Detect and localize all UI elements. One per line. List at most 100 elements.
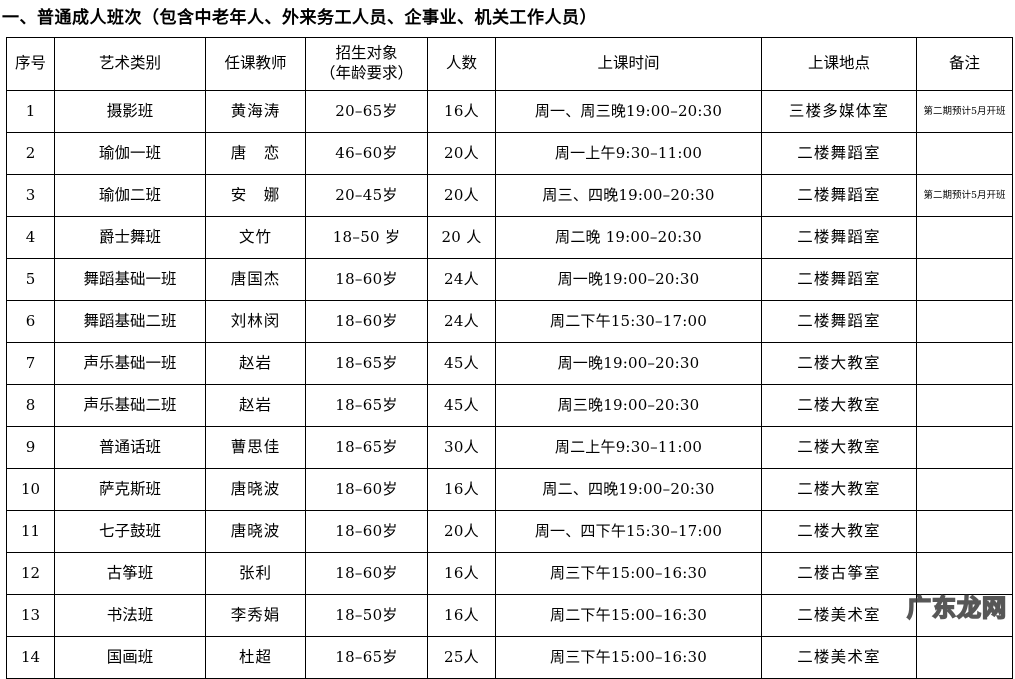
cell-teacher: 蓸思佳 [205,425,306,469]
cell-count: 16人 [427,551,496,595]
cell-place: 二楼大教室 [761,425,917,469]
column-header-place-label: 上课地点 [807,54,870,73]
column-header-place: 上课地点 [761,36,917,91]
table-row: 9 普通话班 蓸思佳 18–65岁 30人 周二上午9:30–11:00 二楼大教室 [6,425,1013,469]
cell-count: 24人 [427,299,496,343]
cell-time: 周三、四晚19:00–20:30 [495,173,762,217]
cell-time: 周一、四下午15:30–17:00 [495,509,762,553]
cell-remark: 第二期预计5月开班 [916,89,1013,133]
cell-remark [916,257,1013,301]
cell-category: 瑜伽二班 [54,173,206,217]
cell-place: 二楼古筝室 [761,551,917,595]
cell-age: 18–65岁 [305,425,428,469]
cell-teacher: 刘林闵 [205,299,306,343]
cell-teacher: 杜超 [205,635,306,679]
cell-teacher: 安 娜 [205,173,306,217]
cell-category: 瑜伽一班 [54,131,206,175]
cell-age: 18–60岁 [305,467,428,511]
cell-index: 6 [6,299,55,343]
cell-remark [916,215,1013,259]
cell-remark [916,635,1013,679]
cell-index: 14 [6,635,55,679]
cell-count: 45人 [427,341,496,385]
cell-place: 二楼舞蹈室 [761,173,917,217]
cell-index: 9 [6,425,55,469]
cell-count: 16人 [427,467,496,511]
cell-age: 18–60岁 [305,509,428,553]
cell-index: 7 [6,341,55,385]
cell-age: 20–45岁 [305,173,428,217]
cell-remark [916,593,1013,637]
cell-age: 18–60岁 [305,551,428,595]
cell-count: 16人 [427,593,496,637]
column-header-index: 序号 [6,36,55,91]
cell-index: 10 [6,467,55,511]
column-header-age: 招生对象 （年龄要求） [305,36,428,91]
cell-time: 周一上午9:30–11:00 [495,131,762,175]
cell-time: 周二晚 19:00–20:30 [495,215,762,259]
table-header: 序号 艺术类别 任课教师 招生对象 （年龄要求） 人数 上课时间 [6,36,1013,91]
column-header-remark-label: 备注 [948,54,980,73]
course-schedule-table: 序号 艺术类别 任课教师 招生对象 （年龄要求） 人数 上课时间 [6,36,1013,679]
cell-teacher: 唐晓波 [205,467,306,511]
column-header-time: 上课时间 [495,36,762,91]
column-header-count: 人数 [427,36,496,91]
cell-category: 古筝班 [54,551,206,595]
page-title: 一、普通成人班次（包含中老年人、外来务工人员、企事业、机关工作人员） [2,8,597,28]
cell-age: 18–65岁 [305,635,428,679]
cell-place: 二楼大教室 [761,509,917,553]
cell-age: 18–60岁 [305,257,428,301]
cell-count: 24人 [427,257,496,301]
table-row: 6 舞蹈基础二班 刘林闵 18–60岁 24人 周二下午15:30–17:00 二楼舞蹈室 [6,299,1013,343]
column-header-teacher-label: 任课教师 [224,54,287,73]
column-header-remark: 备注 [916,36,1013,91]
cell-index: 12 [6,551,55,595]
cell-index: 3 [6,173,55,217]
cell-category: 摄影班 [54,89,206,133]
page-root: 一、普通成人班次（包含中老年人、外来务工人员、企事业、机关工作人员） 序号 艺术… [2,8,1013,679]
cell-place: 二楼大教室 [761,383,917,427]
column-header-index-label: 序号 [14,54,46,73]
cell-remark [916,383,1013,427]
column-header-category: 艺术类别 [54,36,206,91]
column-header-age-sublabel: （年龄要求） [319,63,413,82]
cell-count: 45人 [427,383,496,427]
column-header-teacher: 任课教师 [205,36,306,91]
cell-time: 周一晚19:00–20:30 [495,257,762,301]
cell-category: 萨克斯班 [54,467,206,511]
cell-index: 11 [6,509,55,553]
cell-place: 二楼美术室 [761,593,917,637]
cell-place: 二楼大教室 [761,341,917,385]
cell-place: 二楼舞蹈室 [761,299,917,343]
table-row: 8 声乐基础二班 赵岩 18–65岁 45人 周三晚19:00–20:30 二楼大教室 [6,383,1013,427]
table-header-row: 序号 艺术类别 任课教师 招生对象 （年龄要求） 人数 上课时间 [6,36,1013,91]
cell-remark [916,509,1013,553]
cell-place: 二楼大教室 [761,467,917,511]
cell-time: 周一晚19:00–20:30 [495,341,762,385]
cell-category: 爵士舞班 [54,215,206,259]
cell-remark [916,425,1013,469]
cell-remark [916,299,1013,343]
table-row: 12 古筝班 张利 18–60岁 16人 周三下午15:00–16:30 二楼古筝室 [6,551,1013,595]
column-header-count-label: 人数 [445,54,477,73]
table-row: 4 爵士舞班 文竹 18–50 岁 20 人周二晚 19:00–20:30 二楼舞蹈室 [6,215,1013,259]
cell-index: 13 [6,593,55,637]
table-row: 10 萨克斯班 唐晓波 18–60岁 16人 周二、四晚19:00–20:30 二楼大教室 [6,467,1013,511]
cell-index: 4 [6,215,55,259]
cell-remark [916,131,1013,175]
cell-place: 三楼多媒体室 [761,89,917,133]
column-header-category-label: 艺术类别 [98,54,161,73]
cell-remark: 第二期预计5月开班 [916,173,1013,217]
cell-time: 周二下午15:00–16:30 [495,593,762,637]
cell-category: 声乐基础二班 [54,383,206,427]
cell-count: 30人 [427,425,496,469]
cell-time: 周三下午15:00–16:30 [495,551,762,595]
cell-age: 18–65岁 [305,383,428,427]
cell-category: 舞蹈基础二班 [54,299,206,343]
table-row: 7 声乐基础一班 赵岩 18–65岁 45人 周一晚19:00–20:30 二楼大教室 [6,341,1013,385]
column-header-time-label: 上课时间 [597,54,660,73]
table-row: 3 瑜伽二班安 娜 20–45岁 20人 周三、四晚19:00–20:30 二楼舞蹈室 第二… [6,173,1013,217]
table-row: 2 瑜伽一班唐 恋 46–60岁 20人 周一上午9:30–11:00 二楼舞蹈室 [6,131,1013,175]
cell-time: 周一、周三晚19:00–20:30 [495,89,762,133]
cell-place: 二楼舞蹈室 [761,215,917,259]
